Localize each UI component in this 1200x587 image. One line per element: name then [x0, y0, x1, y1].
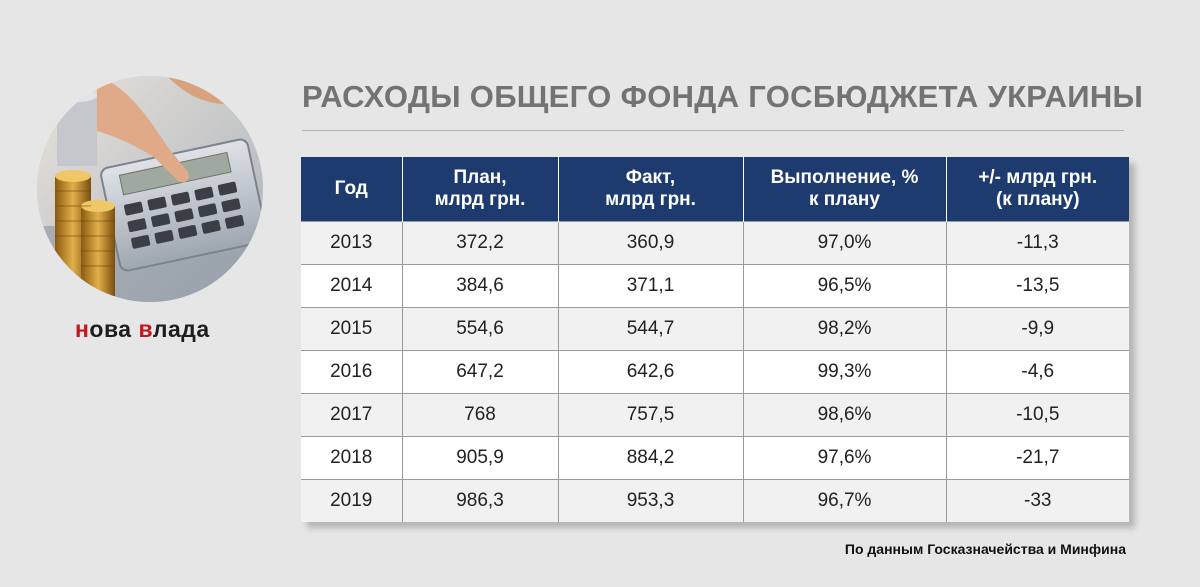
cell-year: 2016	[301, 350, 402, 394]
cell-difference: -10,5	[945, 393, 1129, 437]
cell-fact: 642,6	[557, 350, 743, 394]
cell-plan: 384,6	[401, 264, 558, 308]
calculator-coins-photo	[37, 76, 263, 302]
table-header-row: Год План, млрд грн. Факт, млрд грн. Выполн…	[301, 157, 1129, 222]
cell-year: 2018	[301, 436, 402, 480]
table-row: 2013 372,2 360,9 97,0% -11,3	[301, 221, 1129, 265]
cell-difference: -11,3	[945, 221, 1129, 265]
cell-difference: -13,5	[945, 264, 1129, 308]
cell-plan: 768	[401, 393, 558, 437]
budget-table: Год План, млрд грн. Факт, млрд грн. Выполн…	[301, 157, 1129, 522]
source-note: По данным Госказначейства и Минфина	[844, 541, 1126, 557]
cell-fact: 884,2	[557, 436, 743, 480]
cell-difference: -33	[945, 479, 1129, 522]
header-plan: План, млрд грн.	[401, 157, 558, 222]
cell-plan: 647,2	[401, 350, 558, 394]
header-difference: +/- млрд грн. (к плану)	[945, 157, 1129, 222]
header-year: Год	[301, 157, 402, 222]
budget-table-container: Год План, млрд грн. Факт, млрд грн. Выполн…	[301, 157, 1129, 522]
cell-execution: 98,6%	[742, 393, 946, 437]
brand-logo-part: лада	[152, 316, 210, 342]
cell-plan: 372,2	[401, 221, 558, 265]
cell-year: 2019	[301, 479, 402, 522]
cell-execution: 99,3%	[742, 350, 946, 394]
cell-fact: 360,9	[557, 221, 743, 265]
cell-year: 2017	[301, 393, 402, 437]
header-line: Год	[334, 178, 368, 199]
cell-plan: 905,9	[401, 436, 558, 480]
cell-plan: 986,3	[401, 479, 558, 522]
header-execution: Выполнение, % к плану	[742, 157, 946, 222]
title-divider	[302, 130, 1124, 131]
header-line: План,	[453, 167, 507, 188]
cell-year: 2015	[301, 307, 402, 351]
header-line: +/- млрд грн.	[978, 167, 1098, 188]
cell-execution: 98,2%	[742, 307, 946, 351]
cell-fact: 371,1	[557, 264, 743, 308]
header-line: Факт,	[625, 167, 676, 188]
brand-logo-part: в	[138, 316, 153, 342]
table-row: 2015 554,6 544,7 98,2% -9,9	[301, 307, 1129, 351]
page-title: РАСХОДЫ ОБЩЕГО ФОНДА ГОСБЮДЖЕТА УКРАИНЫ	[302, 79, 1144, 114]
header-line: млрд грн.	[434, 189, 526, 210]
table-row: 2019 986,3 953,3 96,7% -33	[301, 479, 1129, 522]
brand-logo: нова влада	[75, 316, 210, 343]
cell-fact: 953,3	[557, 479, 743, 522]
cell-fact: 544,7	[557, 307, 743, 351]
cell-plan: 554,6	[401, 307, 558, 351]
cell-execution: 97,0%	[742, 221, 946, 265]
brand-logo-part: ова	[89, 316, 139, 342]
cell-execution: 96,5%	[742, 264, 946, 308]
table-row: 2014 384,6 371,1 96,5% -13,5	[301, 264, 1129, 308]
table-row: 2016 647,2 642,6 99,3% -4,6	[301, 350, 1129, 394]
cell-year: 2013	[301, 221, 402, 265]
cell-fact: 757,5	[557, 393, 743, 437]
cell-year: 2014	[301, 264, 402, 308]
header-line: млрд грн.	[605, 189, 696, 210]
brand-logo-part: н	[75, 316, 90, 342]
cell-difference: -4,6	[945, 350, 1129, 394]
table-row: 2017 768 757,5 98,6% -10,5	[301, 393, 1129, 437]
table-row: 2018 905,9 884,2 97,6% -21,7	[301, 436, 1129, 480]
header-line: (к плану)	[995, 189, 1080, 210]
header-fact: Факт, млрд грн.	[557, 157, 743, 222]
header-line: Выполнение, %	[770, 167, 919, 188]
cell-execution: 97,6%	[742, 436, 946, 480]
cell-difference: -21,7	[945, 436, 1129, 480]
header-line: к плану	[809, 189, 880, 210]
cell-execution: 96,7%	[742, 479, 946, 522]
cell-difference: -9,9	[945, 307, 1129, 351]
